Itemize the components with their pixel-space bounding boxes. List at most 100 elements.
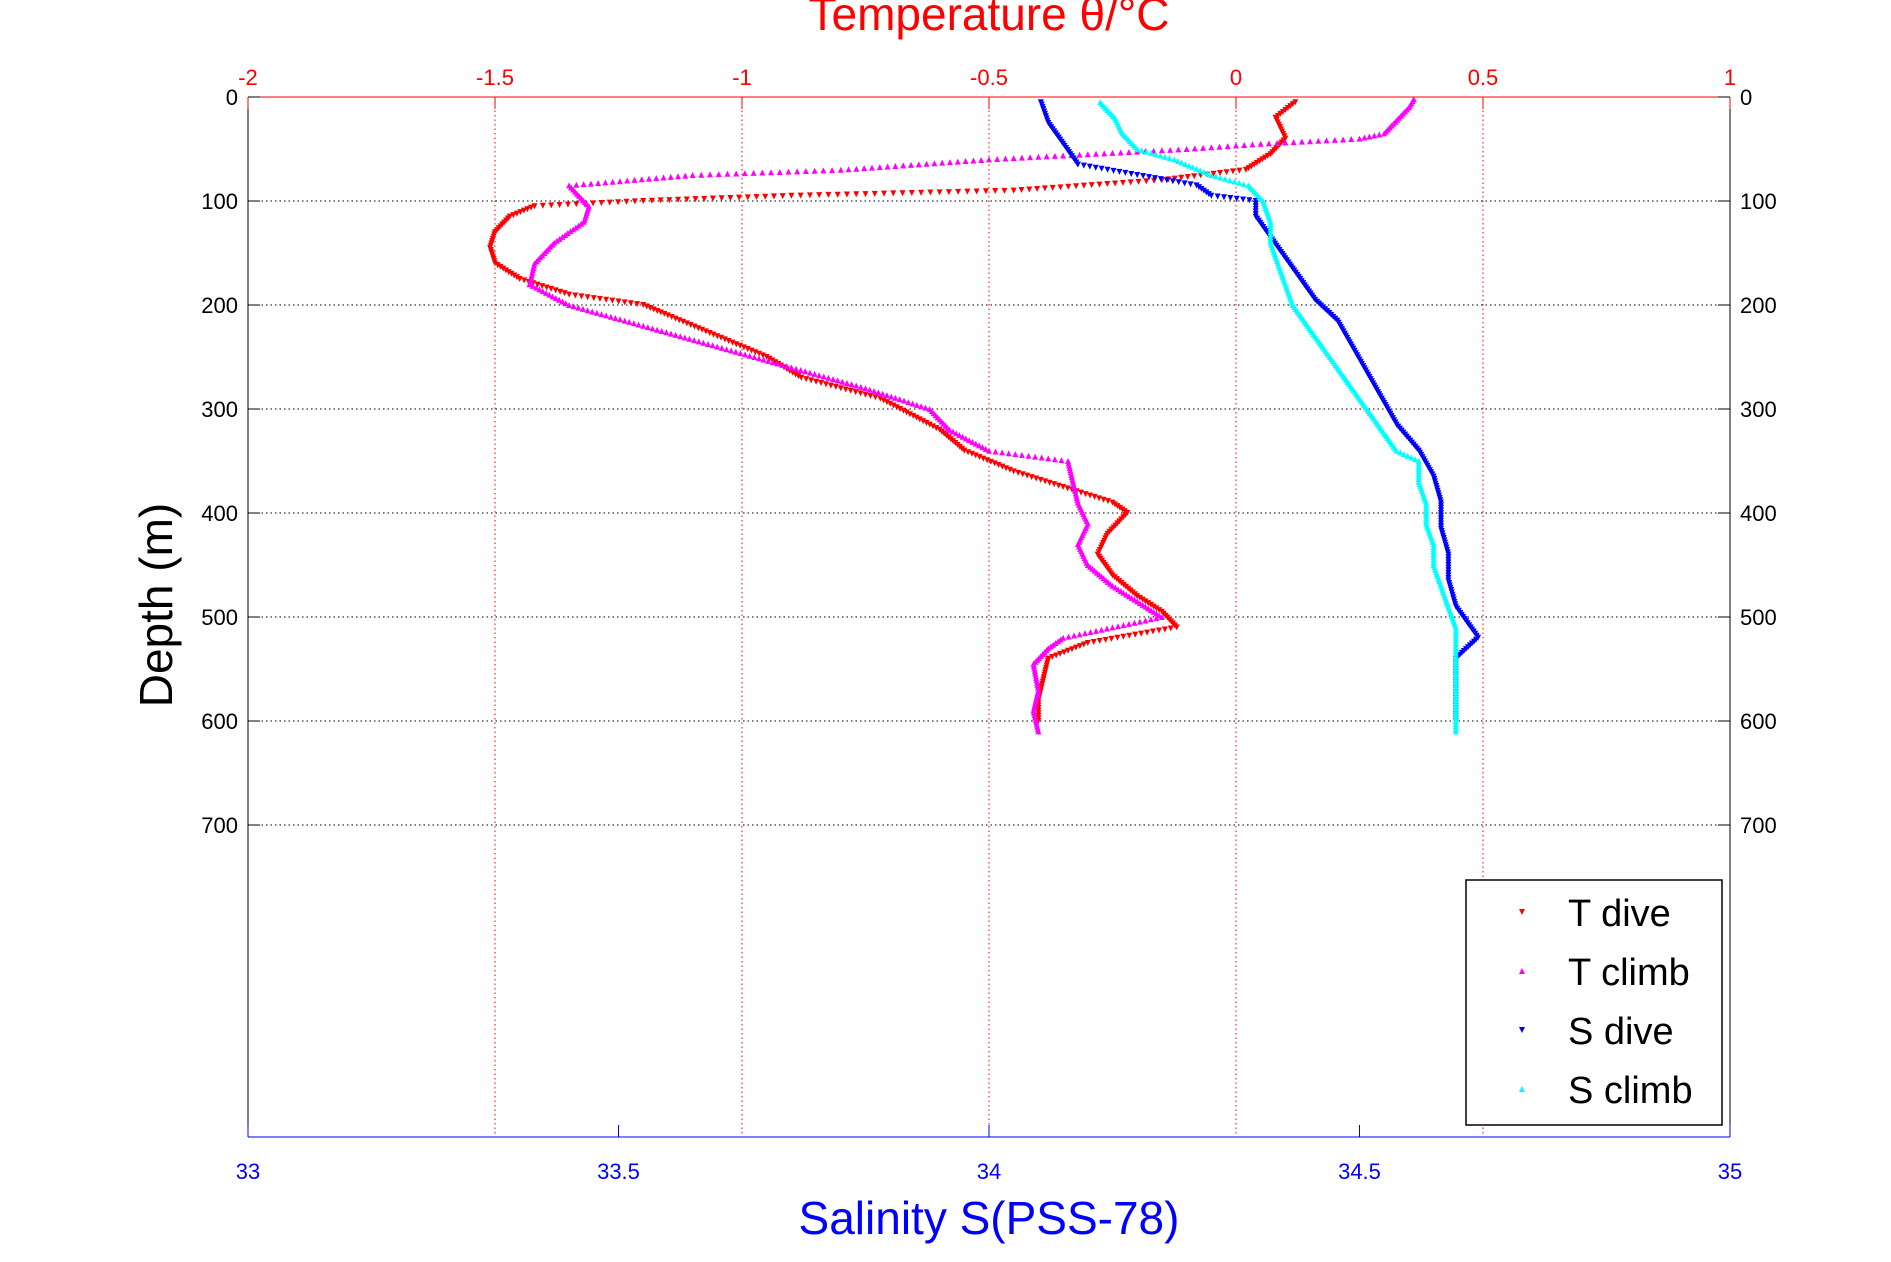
- data-point: [992, 188, 999, 195]
- data-point: [1087, 629, 1094, 636]
- data-point: [721, 336, 728, 343]
- data-point: [829, 167, 836, 174]
- data-point: [1042, 478, 1049, 485]
- data-point: [1208, 192, 1215, 199]
- data-point: [762, 193, 769, 200]
- bottom-axis-tick-labels: 33 33.5 34 34.5 35: [236, 1159, 1742, 1184]
- data-point: [1120, 622, 1127, 629]
- data-point: [1171, 156, 1178, 163]
- data-point: [820, 167, 827, 174]
- depth-tick-label: 200: [1740, 293, 1777, 318]
- data-point: [1005, 450, 1012, 457]
- salinity-tick-label: 35: [1718, 1159, 1742, 1184]
- data-point: [1082, 491, 1089, 498]
- right-axis-tick-labels: 0 100 200 300 400 500 600 700: [1740, 85, 1777, 838]
- data-point: [936, 189, 943, 196]
- data-point: [965, 449, 972, 456]
- data-point: [774, 360, 781, 367]
- data-point: [968, 450, 975, 457]
- data-point: [802, 368, 809, 375]
- data-point: [672, 315, 679, 322]
- data-point: [1236, 179, 1243, 186]
- data-point: [759, 352, 766, 359]
- data-point: [570, 226, 577, 233]
- data-point: [578, 293, 585, 300]
- depth-tick-label: 0: [226, 85, 238, 110]
- data-point: [683, 320, 690, 327]
- data-point: [1096, 495, 1103, 502]
- data-point: [1128, 170, 1135, 177]
- data-point: [759, 169, 766, 176]
- data-point: [1147, 607, 1154, 614]
- data-point: [562, 232, 569, 239]
- data-point: [955, 188, 962, 195]
- data-point: [1098, 626, 1105, 633]
- data-point: [511, 272, 518, 279]
- data-point: [1123, 591, 1130, 598]
- data-point: [1112, 584, 1119, 591]
- data-point: [1114, 634, 1121, 641]
- data-point: [753, 194, 760, 201]
- data-point: [1010, 468, 1017, 475]
- data-point: [797, 192, 804, 199]
- data-point: [871, 190, 878, 197]
- data-point: [1173, 624, 1180, 631]
- data-point: [1212, 173, 1219, 180]
- data-point: [617, 316, 624, 323]
- depth-tick-label: 600: [201, 709, 238, 734]
- data-point: [1098, 165, 1105, 172]
- data-point: [621, 317, 628, 324]
- data-point: [1084, 640, 1091, 646]
- data-point: [1097, 99, 1104, 106]
- data-point: [559, 298, 566, 305]
- data-point: [1065, 458, 1072, 464]
- data-point: [584, 307, 591, 314]
- data-point: [933, 425, 940, 432]
- data-point: [1045, 455, 1052, 462]
- data-point: [853, 382, 860, 389]
- data-point: [1084, 151, 1091, 158]
- data-point: [818, 380, 825, 386]
- data-point: [698, 171, 705, 178]
- data-point: [746, 352, 753, 359]
- data-point: [970, 157, 977, 164]
- data-point: [892, 162, 899, 169]
- data-point: [1265, 140, 1272, 147]
- data-point: [1102, 636, 1109, 643]
- data-point: [862, 385, 869, 392]
- data-point: [539, 202, 546, 209]
- data-point: [740, 344, 747, 351]
- data-point: [1236, 167, 1243, 174]
- data-point: [666, 197, 673, 204]
- data-point: [680, 318, 687, 325]
- data-point: [794, 168, 801, 175]
- data-point: [575, 222, 582, 229]
- data-point: [1248, 163, 1255, 170]
- data-point: [513, 274, 520, 281]
- data-point: [1100, 496, 1107, 503]
- data-point: [1002, 155, 1009, 162]
- data-point: [1046, 479, 1053, 486]
- data-point: [852, 389, 859, 396]
- data-point: [816, 372, 823, 379]
- data-point: [634, 301, 641, 308]
- depth-tick-label: 0: [1740, 85, 1752, 110]
- data-point: [521, 277, 528, 284]
- data-point: [1178, 159, 1185, 166]
- data-point: [972, 440, 979, 447]
- data-point: [1134, 172, 1141, 178]
- data-point: [1028, 474, 1035, 481]
- data-point: [1282, 139, 1289, 146]
- data-point: [956, 432, 963, 438]
- data-point: [714, 343, 721, 350]
- data-point: [1108, 635, 1115, 642]
- data-point: [1227, 195, 1234, 202]
- data-point: [1151, 175, 1158, 182]
- legend-item: S climb: [1519, 1070, 1693, 1112]
- depth-tick-label: 300: [201, 397, 238, 422]
- data-point: [1208, 172, 1215, 178]
- data-point: [672, 331, 679, 338]
- data-point: [533, 284, 540, 291]
- data-point: [699, 326, 706, 333]
- data-point: [1371, 132, 1378, 139]
